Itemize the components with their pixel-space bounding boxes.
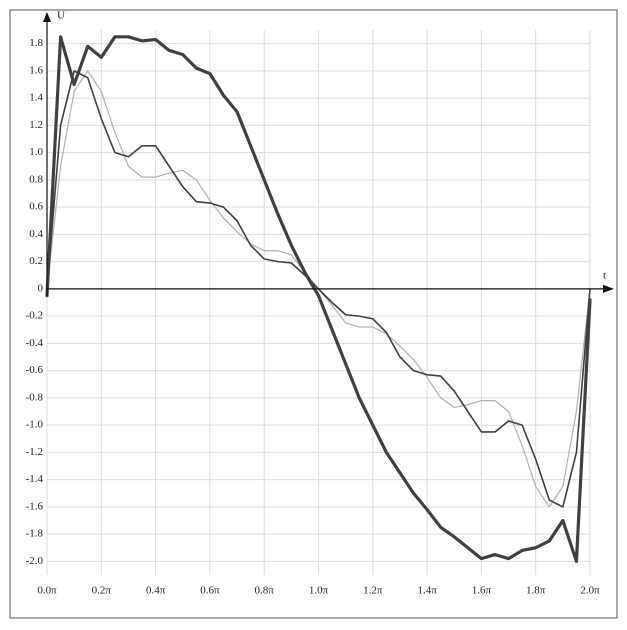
y-tick-label: -1.0	[26, 419, 44, 431]
y-tick-label: 1.6	[29, 64, 43, 76]
x-tick-label: 2.0π	[580, 585, 600, 597]
x-tick-label: 0.8π	[255, 585, 275, 597]
y-tick-label: -2.0	[26, 555, 44, 567]
y-tick-label: -1.6	[26, 500, 44, 512]
y-tick-label: 0.8	[29, 173, 43, 185]
y-tick-label: 0.2	[29, 255, 43, 267]
y-tick-label: 1.8	[29, 37, 43, 49]
data-line	[45, 35, 592, 563]
y-tick-label: -0.4	[26, 337, 44, 349]
x-tick-label: 0.4π	[146, 585, 166, 597]
y-tick-label: 1.0	[29, 146, 43, 158]
frame	[9, 9, 618, 619]
x-tick-label: 1.6π	[472, 585, 492, 597]
x-tick-label: 0.6π	[200, 585, 220, 597]
x-tick-label: 1.8π	[526, 585, 546, 597]
y-axis-label: U	[57, 10, 65, 22]
y-tick-label: -1.2	[26, 446, 43, 458]
y-tick-label: -1.8	[26, 528, 44, 540]
y-tick-label: -0.2	[26, 310, 43, 322]
x-tick-label: 1.4π	[417, 585, 437, 597]
y-tick-label: 0.4	[29, 228, 43, 240]
y-tick-label: 0.6	[29, 201, 43, 213]
y-tick-label: 1.4	[29, 92, 43, 104]
y-tick-label: 0	[38, 282, 44, 294]
x-axis-label: t	[603, 270, 606, 282]
y-tick-label: 1.2	[29, 119, 43, 131]
x-tick-label: 1.2π	[363, 585, 383, 597]
x-tick-label: 0.2π	[92, 585, 112, 597]
x-arrow	[603, 284, 614, 293]
x-tick-label: 0.0π	[37, 585, 57, 597]
x-tick-label: 1.0π	[309, 585, 329, 597]
y-arrow	[43, 12, 51, 22]
y-tick-label: -0.6	[26, 364, 44, 376]
y-tick-label: -0.8	[26, 391, 44, 403]
axes: U t	[43, 10, 614, 296]
y-tick-label: -1.4	[26, 473, 44, 485]
